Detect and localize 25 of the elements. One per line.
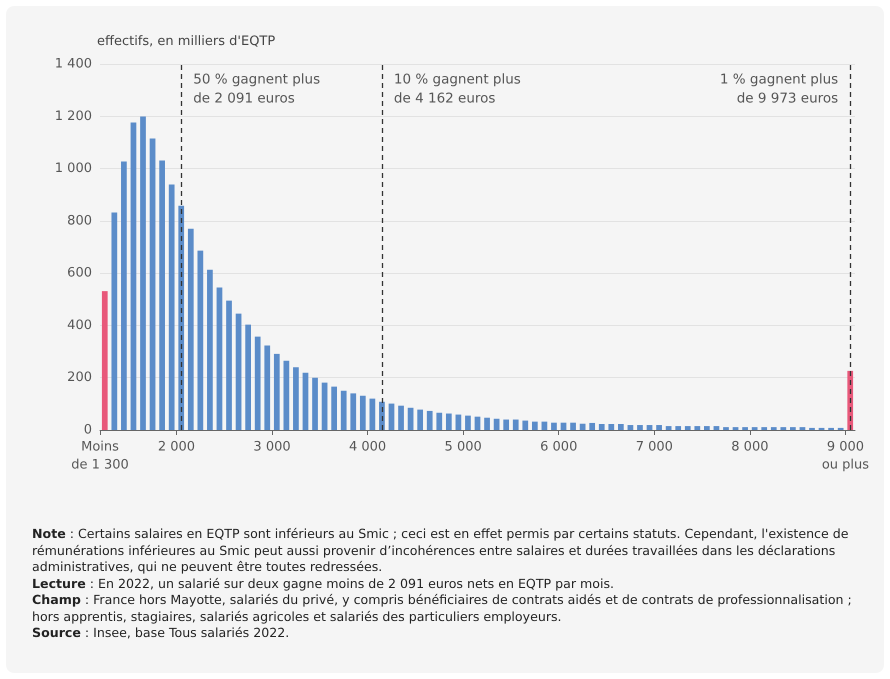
- x-tick-label: 9 000 ou plus: [822, 440, 870, 472]
- x-tick-label: 7 000: [636, 440, 673, 454]
- ref-line-label: 50 % gagnent plus de 2 091 euros: [193, 72, 320, 106]
- ref-line-label: 1 % gagnent plus de 9 973 euros: [720, 72, 838, 106]
- y-tick-label: 1 400: [54, 56, 92, 72]
- y-tick-label: 200: [67, 370, 92, 386]
- y-tick-label: 400: [67, 318, 92, 333]
- source-note: Source : Insee, base Tous salariés 2022.: [32, 625, 290, 642]
- x-tick-label: 6 000: [540, 440, 578, 454]
- y-tick-label: 800: [67, 213, 92, 228]
- y-axis-title: effectifs, en milliers d'EQTP: [97, 34, 276, 49]
- x-tick-label: 8 000: [731, 440, 768, 454]
- x-tick-label: 3 000: [253, 440, 291, 454]
- text: Note : Certains salaires en EQTP sont inférieurs au Smic ; ceci est en effet permis par certains statuts. Cependant, l'existence de rémunérations inférieures au Smic peut aussi provenir d’incohérences entre salaires et durées travaillées dans les déclarations administratives, qui ne peuvent être toutes redressées.: [32, 526, 850, 576]
- y-tick-label: 1 000: [54, 161, 92, 176]
- y-tick-label: 600: [67, 266, 92, 281]
- x-tick-label: Moins de 1 300: [71, 440, 129, 472]
- y-tick-label: 0: [84, 422, 92, 438]
- text: Lecture : En 2022, un salarié sur deux gagne moins de 2 091 euros nets en EQTP par mois.: [32, 576, 616, 592]
- x-tick-label: 5 000: [444, 440, 482, 454]
- x-tick-label: 4 000: [348, 440, 386, 454]
- text: Champ : France hors Mayotte, salariés du privé, y compris bénéficiaires de contrats aidés et de contrats de professionnalisation ; hors apprentis, stagiaires, salariés agricoles et salariés des particuliers employeurs.: [32, 592, 853, 625]
- y-tick-label: 1 200: [54, 108, 92, 124]
- x-tick-label: 2 000: [158, 440, 196, 454]
- ref-line-label: 10 % gagnent plus de 4 162 euros: [394, 72, 521, 106]
